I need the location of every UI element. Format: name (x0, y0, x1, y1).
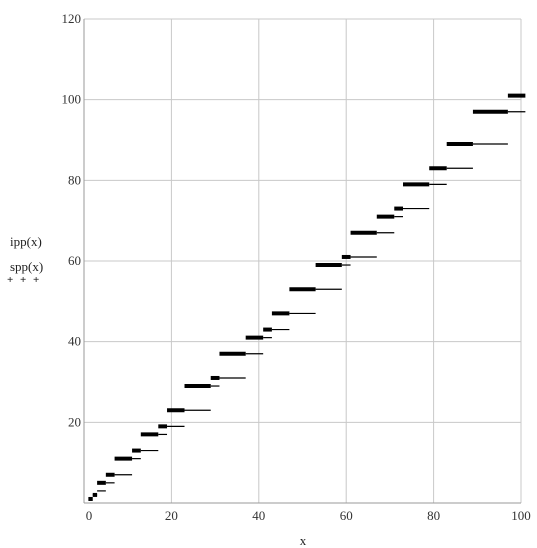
x-tick-label-20: 20 (165, 508, 178, 523)
x-tick-label-60: 60 (340, 508, 353, 523)
x-tick-label-0: 0 (86, 508, 93, 523)
series-thick (88, 93, 526, 501)
x-axis-label: x (300, 533, 307, 548)
y-axis-label-spp: spp(x) (10, 259, 43, 274)
y-tick-label-20: 20 (68, 414, 81, 429)
y-tick-label-100: 100 (62, 92, 82, 107)
y-tick-label-60: 60 (68, 253, 81, 268)
plot-frame (83, 19, 521, 504)
y-tick-label-80: 80 (68, 172, 81, 187)
x-tick-label-80: 80 (427, 508, 440, 523)
series-layer (88, 93, 526, 501)
legend-markers: + + + (7, 274, 41, 286)
y-tick-label-40: 40 (68, 334, 81, 349)
axis-labels: x ipp(x) spp(x) + + + (7, 234, 307, 548)
y-axis-label-ipp: ipp(x) (10, 234, 42, 249)
y-tick-label-120: 120 (62, 11, 82, 26)
series-thin (92, 111, 526, 496)
tick-labels: 0 20 40 60 80 100 20 40 60 80 100 120 (62, 11, 531, 523)
x-tick-label-100: 100 (511, 508, 531, 523)
grid-layer (84, 18, 522, 503)
x-tick-label-40: 40 (252, 508, 265, 523)
